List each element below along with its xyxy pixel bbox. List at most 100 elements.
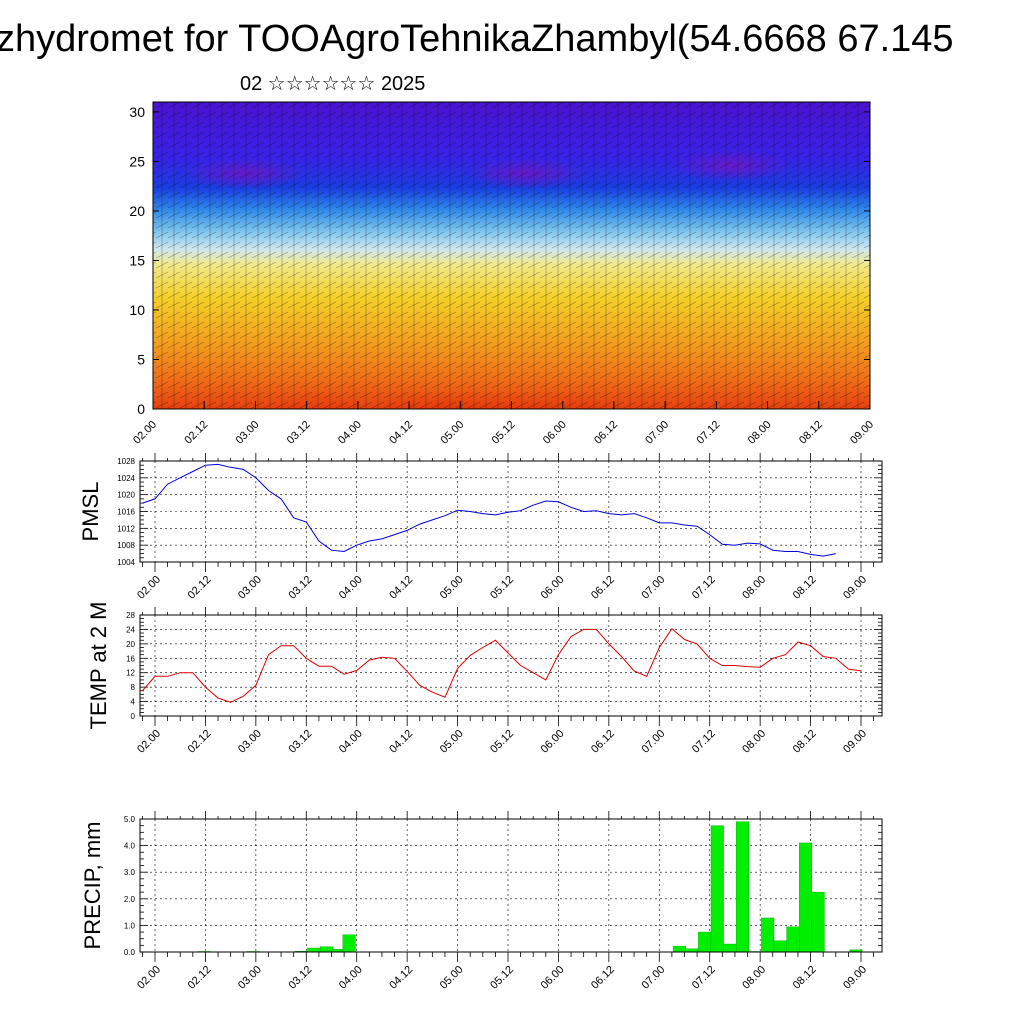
ytick-label: 1028 xyxy=(117,457,135,466)
heatmap-xtick-label: 04.12 xyxy=(387,419,415,447)
xtick-label: 03.12 xyxy=(286,964,314,992)
heatmap-ytick-label: 10 xyxy=(129,302,145,318)
xtick-label: 04.12 xyxy=(387,574,415,602)
ytick-label: 24 xyxy=(126,625,135,634)
xtick-label: 07.00 xyxy=(639,964,667,992)
xtick-label: 02.00 xyxy=(135,964,163,992)
series-line xyxy=(142,463,836,557)
heatmap-ytick-label: 25 xyxy=(129,153,145,169)
page-subtitle: 02 ☆☆☆☆☆☆ 2025 xyxy=(240,73,426,95)
xtick-label: 03.00 xyxy=(236,964,264,992)
xtick-label: 04.12 xyxy=(387,964,415,992)
xtick-label: 05.12 xyxy=(488,574,516,602)
ytick-label: 1016 xyxy=(117,508,135,517)
heatmap-xtick-label: 08.00 xyxy=(746,419,774,447)
precip-bar xyxy=(735,821,749,953)
xtick-label: 08.12 xyxy=(791,964,819,992)
yaxis-title: PRECIP, mm xyxy=(80,822,105,950)
precip-bar xyxy=(723,943,737,953)
xtick-label: 07.12 xyxy=(690,964,718,992)
xtick-label: 06.12 xyxy=(589,574,617,602)
xtick-label: 04.00 xyxy=(337,728,365,756)
ytick-label: 1024 xyxy=(117,474,135,483)
xtick-label: 08.00 xyxy=(740,574,768,602)
xtick-label: 08.00 xyxy=(740,964,768,992)
xtick-label: 09.00 xyxy=(841,728,869,756)
precip-bar xyxy=(710,825,724,953)
ytick-label: 5.0 xyxy=(124,815,136,824)
heatmap-ytick-label: 15 xyxy=(129,252,145,268)
xtick-label: 03.12 xyxy=(286,728,314,756)
ytick-label: 1004 xyxy=(117,558,135,567)
ytick-label: 1020 xyxy=(117,491,135,500)
ytick-label: 1012 xyxy=(117,524,135,533)
precipitation-chart: 0.0 1.0 2.0 3.0 4.0 5.0 02.00 02.12 03.00 03.12 04… xyxy=(80,811,883,992)
heatmap-ytick-label: 20 xyxy=(129,203,145,219)
xtick-label: 05.00 xyxy=(438,728,466,756)
plot-frame xyxy=(139,614,883,717)
heatmap-xtick-label: 06.00 xyxy=(541,419,569,447)
xtick-label: 05.12 xyxy=(488,964,516,992)
xtick-label: 09.00 xyxy=(841,964,869,992)
ytick-label: 28 xyxy=(126,611,135,620)
heatmap-xtick-label: 08.12 xyxy=(797,419,825,447)
xtick-label: 08.00 xyxy=(740,728,768,756)
xtick-label: 02.12 xyxy=(186,728,214,756)
heatmap-ytick-label: 0 xyxy=(137,401,145,417)
precip-bar xyxy=(342,934,356,953)
precip-bar xyxy=(799,842,813,953)
plot-background xyxy=(140,615,882,716)
ytick-label: 4.0 xyxy=(124,842,136,851)
ytick-label: 12 xyxy=(126,669,135,678)
xtick-label: 09.00 xyxy=(841,574,869,602)
xtick-label: 03.12 xyxy=(286,574,314,602)
heatmap-xtick-label: 02.00 xyxy=(131,419,159,447)
ytick-label: 20 xyxy=(126,640,135,649)
heatmap-xtick-label: 05.12 xyxy=(490,419,518,447)
series-line xyxy=(142,627,862,703)
xtick-label: 04.00 xyxy=(337,574,365,602)
xtick-label: 03.00 xyxy=(236,574,264,602)
precip-bar xyxy=(773,940,787,953)
ytick-label: 3.0 xyxy=(124,868,136,877)
xtick-label: 06.00 xyxy=(539,964,567,992)
xtick-label: 04.00 xyxy=(337,964,365,992)
precip-bar xyxy=(786,926,800,953)
xtick-label: 02.12 xyxy=(186,574,214,602)
xtick-label: 03.00 xyxy=(236,728,264,756)
xtick-label: 02.12 xyxy=(186,964,214,992)
plot-frame xyxy=(139,460,883,563)
ytick-label: 1.0 xyxy=(124,921,136,930)
ytick-label: 16 xyxy=(126,654,135,663)
precip-bar xyxy=(672,945,686,953)
xtick-label: 06.12 xyxy=(589,964,617,992)
wind-barbs xyxy=(153,102,870,409)
xtick-label: 07.00 xyxy=(639,574,667,602)
heatmap-xtick-label: 05.00 xyxy=(438,419,466,447)
ytick-label: 4 xyxy=(131,698,136,707)
pmsl-chart: 1004 1008 1012 1016 1020 1024 1028 02.00 02.12 03… xyxy=(78,453,883,602)
heatmap-xtick-label: 03.00 xyxy=(234,419,262,447)
ytick-label: 1008 xyxy=(117,541,135,550)
ytick-label: 2.0 xyxy=(124,895,136,904)
xtick-label: 07.12 xyxy=(690,728,718,756)
plot-frame xyxy=(139,818,883,953)
precip-bar xyxy=(761,917,775,953)
xtick-label: 04.12 xyxy=(387,728,415,756)
precip-bar xyxy=(698,931,712,953)
xtick-label: 08.12 xyxy=(791,728,819,756)
heatmap-ytick-label: 5 xyxy=(137,351,145,367)
page-title: zhydromet for TOOAgroTehnikaZhambyl(54.6… xyxy=(0,18,954,60)
xtick-label: 06.12 xyxy=(589,728,617,756)
cross-section-chart: 0 5 10 15 20 25 30 02.00 02.12 03.00 03.12 04.00 04.… xyxy=(129,101,876,447)
heatmap-xtick-label: 07.00 xyxy=(643,419,671,447)
heatmap-xtick-label: 02.12 xyxy=(182,419,210,447)
heatmap-field xyxy=(153,102,870,409)
ytick-label: 0.0 xyxy=(124,948,136,957)
ytick-label: 0 xyxy=(131,712,136,721)
yaxis-title: PMSL xyxy=(78,482,103,542)
xtick-label: 07.12 xyxy=(690,574,718,602)
heatmap-xtick-label: 09.00 xyxy=(848,419,876,447)
xtick-label: 06.00 xyxy=(539,574,567,602)
